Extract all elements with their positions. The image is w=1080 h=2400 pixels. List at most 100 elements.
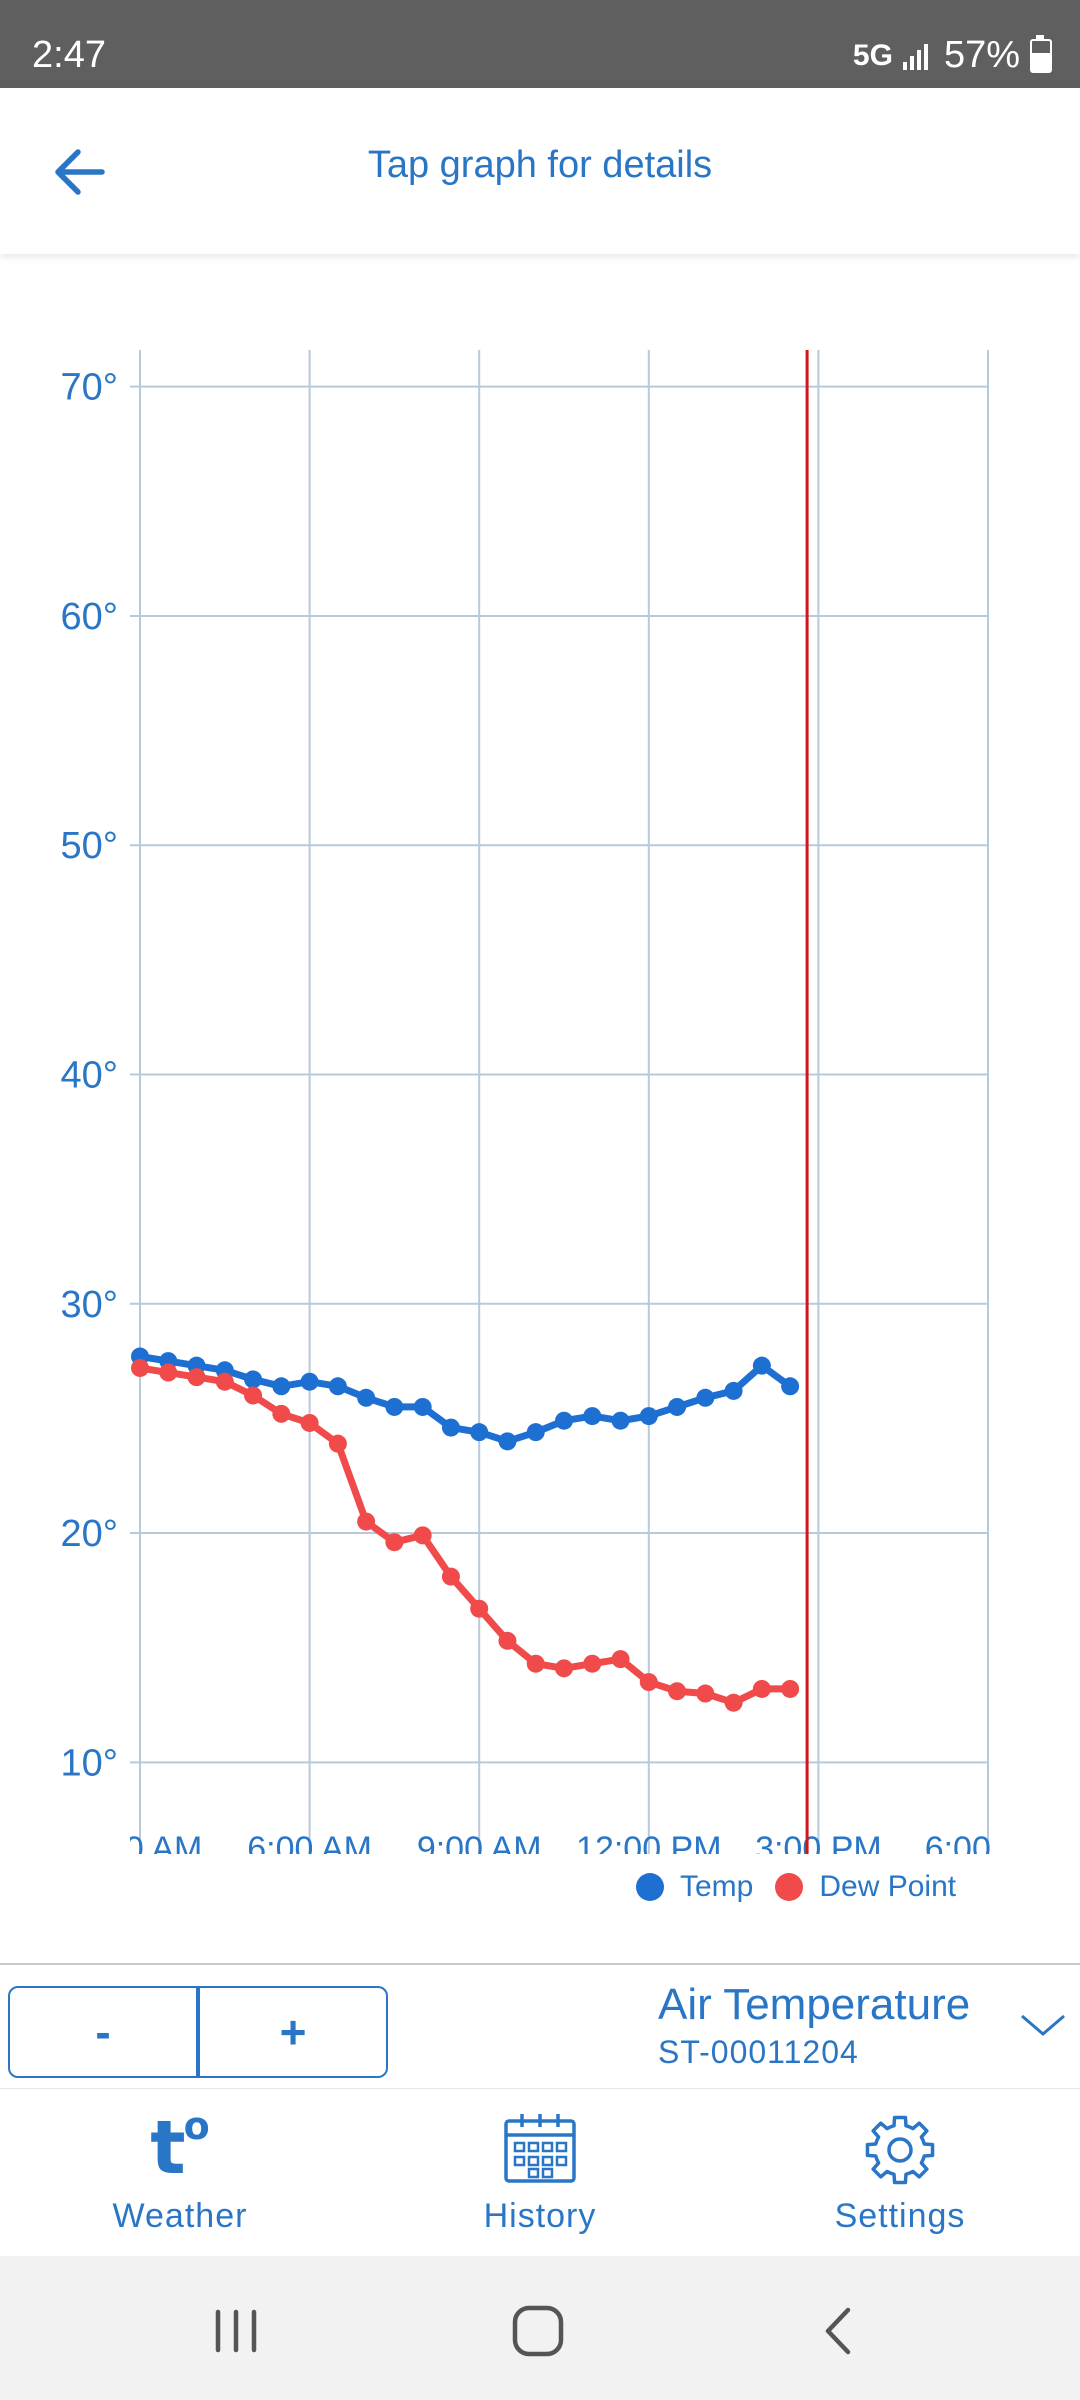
tab-settings[interactable]: Settings [720, 2089, 1080, 2257]
back-chevron-icon [825, 2307, 851, 2355]
data-point-dew-point [131, 1358, 149, 1377]
back-nav-button[interactable] [808, 2304, 868, 2358]
home-button[interactable] [508, 2304, 568, 2358]
series-line-dew-point [136, 1364, 794, 1707]
y-tick-label: 30° [61, 1284, 118, 1326]
sensor-title: Air Temperature [658, 1980, 971, 2029]
data-point-dew-point [272, 1404, 291, 1423]
data-point-temp [781, 1377, 800, 1396]
data-point-dew-point [300, 1413, 319, 1432]
legend-item-dew-point: Dew Point [775, 1870, 956, 1904]
data-point-dew-point [498, 1631, 517, 1650]
bottom-tab-bar: to Weather History [0, 2088, 1080, 2257]
signal-icon [902, 42, 928, 70]
x-tick-label: 3:00 PM [755, 1830, 882, 1854]
data-point-dew-point [385, 1533, 404, 1552]
home-icon [512, 2305, 564, 2357]
chart-legend: Temp Dew Point [636, 1870, 978, 1904]
data-point-dew-point [555, 1659, 573, 1678]
data-point-temp [724, 1381, 743, 1400]
data-point-dew-point [639, 1673, 658, 1692]
data-point-temp [583, 1407, 602, 1426]
data-point-temp [328, 1377, 347, 1396]
sensor-id: ST-00011204 [658, 2034, 859, 2070]
x-tick-label: 3:00 AM [78, 1830, 203, 1854]
recent-apps-button[interactable] [206, 2304, 266, 2358]
data-point-dew-point [668, 1682, 687, 1701]
legend-label-dew-point: Dew Point [819, 1870, 957, 1903]
data-point-dew-point [441, 1567, 460, 1586]
data-point-dew-point [470, 1599, 489, 1618]
data-point-dew-point [752, 1679, 771, 1698]
data-point-temp [385, 1397, 404, 1416]
data-point-dew-point [244, 1386, 263, 1405]
x-tick-label: 6:00 PM [925, 1830, 1052, 1854]
legend-label-temp: Temp [680, 1870, 754, 1903]
data-point-dew-point [187, 1368, 206, 1387]
temperature-icon: to [150, 2104, 210, 2191]
x-tick-label: 6:00 AM [247, 1830, 372, 1854]
data-point-dew-point [526, 1654, 545, 1673]
battery-percent: 57% [943, 34, 1020, 76]
data-point-dew-point [413, 1526, 432, 1545]
data-point-dew-point [583, 1654, 602, 1673]
data-point-temp [413, 1397, 432, 1416]
zoom-out-button[interactable]: - [95, 2006, 111, 2058]
data-point-dew-point [215, 1372, 234, 1391]
data-point-temp [611, 1411, 630, 1430]
back-arrow-icon [55, 149, 105, 195]
status-indicators: 5G 57% [853, 34, 1052, 77]
legend-dot-dew-point [775, 1873, 804, 1901]
data-point-temp [244, 1370, 263, 1389]
data-point-dew-point [357, 1512, 376, 1531]
data-point-temp [470, 1423, 489, 1442]
temperature-chart[interactable]: 70° 60° 50° 40° 30° 20° 10° 3:00 AM 6:00 AM 9:00 … [0, 254, 1080, 1854]
battery-icon [1030, 34, 1052, 73]
calendar-icon [502, 2111, 578, 2190]
legend-dot-temp [636, 1873, 664, 1901]
y-tick-label: 10° [61, 1742, 118, 1784]
data-point-temp [272, 1377, 291, 1396]
data-point-temp [526, 1423, 545, 1442]
x-tick-label: 12:00 PM [576, 1830, 722, 1854]
tab-history-label: History [483, 2197, 597, 2235]
tab-settings-label: Settings [834, 2197, 966, 2235]
data-point-dew-point [781, 1679, 800, 1698]
data-point-dew-point [696, 1684, 715, 1703]
data-point-dew-point [611, 1650, 630, 1669]
network-type: 5G [852, 38, 893, 72]
data-point-temp [300, 1372, 319, 1391]
data-point-dew-point [724, 1693, 743, 1712]
y-tick-label: 50° [61, 825, 118, 867]
data-point-temp [752, 1356, 771, 1375]
x-tick-label: 9:00 AM [417, 1830, 542, 1854]
x-axis-labels: 3:00 AM 6:00 AM 9:00 AM 12:00 PM 3:00 PM 6:00… [78, 1830, 1052, 1854]
back-button[interactable] [50, 140, 114, 204]
status-bar: 2:47 5G 57% [0, 0, 1080, 88]
data-point-temp [441, 1418, 460, 1437]
chart-area[interactable]: 70° 60° 50° 40° 30° 20° 10° 3:00 AM 6:00 AM 9:00 … [0, 254, 1080, 1964]
legend-item-temp: Temp [636, 1870, 753, 1904]
data-point-temp [639, 1407, 658, 1426]
data-point-dew-point [328, 1434, 347, 1453]
zoom-controls: - + [8, 1986, 388, 2078]
chevron-down-icon [1021, 2014, 1065, 2036]
tab-weather-label: Weather [112, 2197, 248, 2235]
y-tick-label: 20° [61, 1513, 118, 1555]
y-tick-label: 60° [61, 596, 118, 638]
y-tick-label: 70° [61, 367, 118, 409]
divider [0, 1963, 1080, 1965]
system-nav-bar [0, 2256, 1080, 2400]
data-point-temp [668, 1397, 687, 1416]
status-time: 2:47 [32, 34, 106, 76]
data-point-temp [696, 1388, 715, 1407]
sensor-selector[interactable]: Air Temperature ST-00011204 [658, 1980, 1068, 2080]
zoom-in-button[interactable]: + [196, 1988, 386, 2076]
app-header: Tap graph for details [0, 88, 1080, 254]
tab-history[interactable]: History [360, 2089, 720, 2257]
data-point-temp [498, 1432, 517, 1451]
data-point-dew-point [159, 1363, 178, 1382]
tab-weather[interactable]: to Weather [0, 2089, 360, 2257]
recent-apps-icon [215, 2309, 257, 2353]
page-title: Tap graph for details [367, 144, 713, 186]
